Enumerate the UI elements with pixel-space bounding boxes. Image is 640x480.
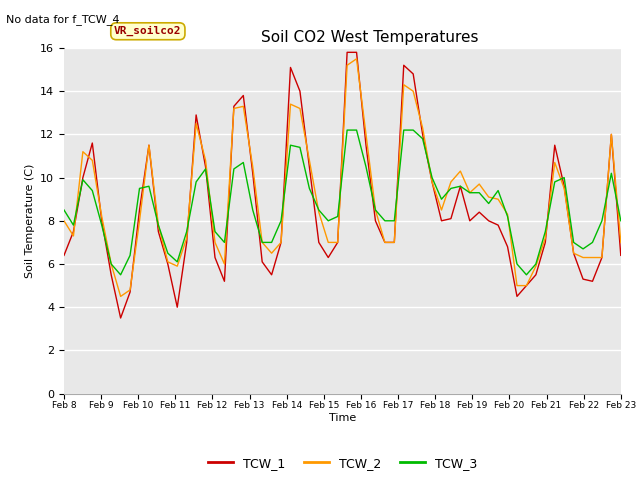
Legend: TCW_1, TCW_2, TCW_3: TCW_1, TCW_2, TCW_3 <box>203 452 482 475</box>
Y-axis label: Soil Temperature (C): Soil Temperature (C) <box>24 164 35 278</box>
X-axis label: Time: Time <box>329 413 356 423</box>
Title: Soil CO2 West Temperatures: Soil CO2 West Temperatures <box>262 30 479 46</box>
Text: VR_soilco2: VR_soilco2 <box>114 26 182 36</box>
Text: No data for f_TCW_4: No data for f_TCW_4 <box>6 14 120 25</box>
